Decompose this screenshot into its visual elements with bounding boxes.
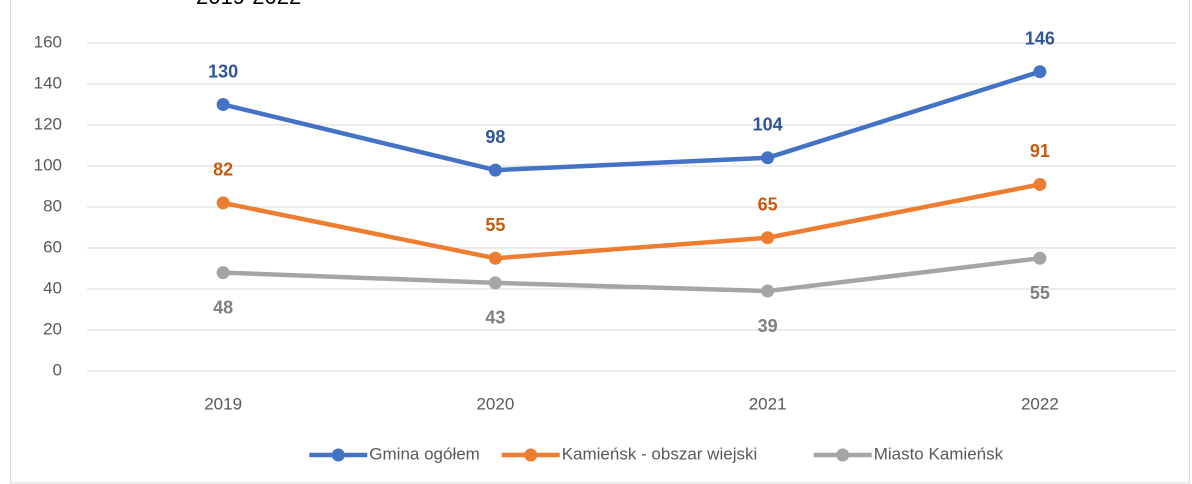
y-tick-label: 40 [43,278,62,297]
y-tick-label: 100 [34,155,62,174]
x-tick-label: 2019 [204,394,242,413]
data-label: 39 [758,316,778,336]
series-line [220,182,1043,261]
series-line [220,256,1043,294]
data-point [1033,177,1047,191]
data-label: 55 [1030,283,1050,303]
data-label: 55 [485,215,505,235]
data-point [216,266,230,280]
legend-marker [331,448,345,462]
y-tick-label: 120 [34,114,62,133]
legend-marker [836,448,850,462]
data-label: 82 [213,160,233,180]
data-point [488,163,502,177]
data-point [761,231,775,245]
data-label: 98 [485,127,505,147]
legend-label: Miasto Kamieńsk [874,444,1004,463]
data-point [216,98,230,111]
data-point [1033,251,1047,265]
data-label: 48 [213,297,233,317]
data-label: 65 [758,195,778,215]
data-label: 91 [1030,141,1050,161]
data-point [488,251,502,265]
data-label: 43 [485,308,505,328]
legend-label: Kamieńsk - obszar wiejski [562,444,758,463]
data-label: 104 [753,115,783,135]
y-tick-label: 20 [43,319,62,338]
chart-border [10,0,1190,484]
y-tick-label: 80 [43,196,62,215]
x-tick-label: 2020 [476,394,514,413]
y-tick-label: 160 [34,32,62,51]
data-point [761,151,775,165]
chart-title: 2019-2022 [196,0,301,9]
legend-marker [524,448,538,462]
series-line [220,69,1043,173]
data-label: 130 [208,61,238,81]
y-tick-label: 0 [53,360,62,379]
data-point [488,276,502,290]
data-point [216,196,230,210]
y-tick-label: 140 [34,73,62,92]
x-tick-label: 2021 [749,394,787,413]
data-point [1033,65,1047,79]
data-point [761,284,775,298]
data-label: 146 [1025,28,1055,48]
legend-label: Gmina ogółem [369,444,480,463]
x-tick-label: 2022 [1021,394,1059,413]
y-tick-label: 60 [43,237,62,256]
